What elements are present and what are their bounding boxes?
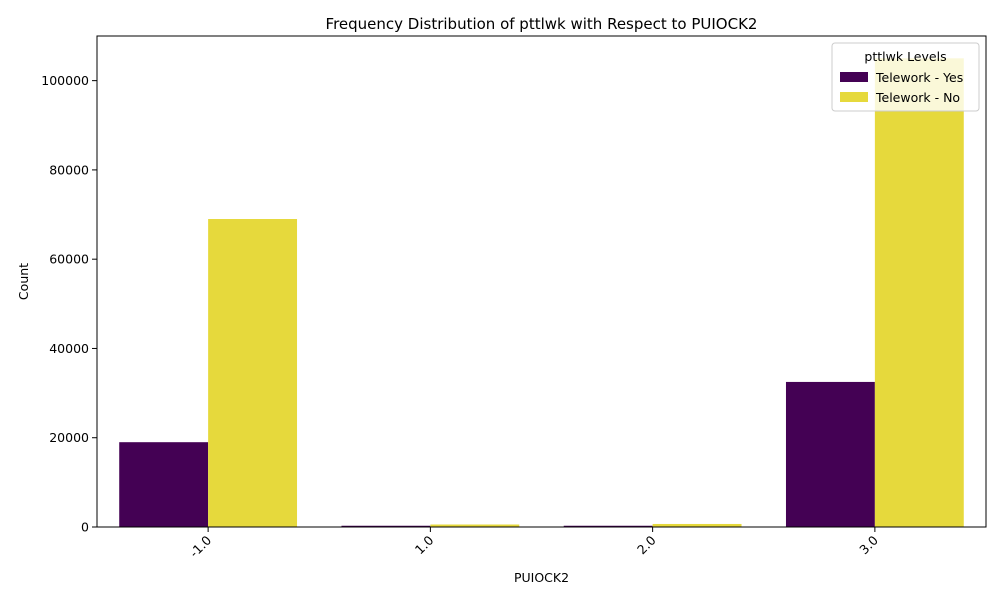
legend-entry-label: Telework - Yes — [875, 70, 963, 85]
plot-frame — [96, 35, 987, 528]
y-tick-label: 80000 — [49, 162, 89, 177]
bar-telework-no-2 — [652, 523, 742, 527]
y-axis-ticks: 0 20000 40000 60000 80000 100000 — [41, 73, 97, 535]
y-tick-label: 40000 — [49, 341, 89, 356]
x-axis-ticks: -1.0 1.0 2.0 3.0 — [186, 527, 881, 560]
legend-entry-label: Telework - No — [875, 90, 960, 105]
legend-title: pttlwk Levels — [864, 49, 946, 64]
x-tick-label: 3.0 — [856, 532, 881, 557]
legend-swatch — [840, 72, 868, 82]
x-tick-label: 1.0 — [412, 532, 437, 557]
bar-telework-no-0 — [208, 219, 298, 527]
bar-telework-yes-1 — [341, 525, 431, 527]
bar-telework-no-3 — [874, 58, 964, 528]
y-tick-label: 60000 — [49, 252, 89, 267]
x-axis-label: PUIOCK2 — [514, 570, 569, 585]
chart-title: Frequency Distribution of pttlwk with Re… — [326, 15, 758, 33]
bar-telework-no-1 — [430, 524, 520, 527]
bar-telework-yes-0 — [119, 442, 209, 527]
x-tick-label: 2.0 — [634, 532, 659, 557]
bar-telework-yes-3 — [785, 381, 875, 527]
x-tick-label: -1.0 — [186, 532, 214, 560]
bars — [119, 58, 964, 528]
y-axis-label: Count — [16, 263, 31, 300]
y-tick-label: 0 — [81, 520, 89, 535]
bar-telework-yes-2 — [563, 525, 653, 527]
y-tick-label: 100000 — [41, 73, 89, 88]
legend-box — [831, 42, 980, 112]
y-tick-label: 20000 — [49, 430, 89, 445]
legend-swatch — [840, 92, 868, 102]
legend: pttlwk Levels Telework - Yes Telework - N… — [831, 42, 980, 112]
